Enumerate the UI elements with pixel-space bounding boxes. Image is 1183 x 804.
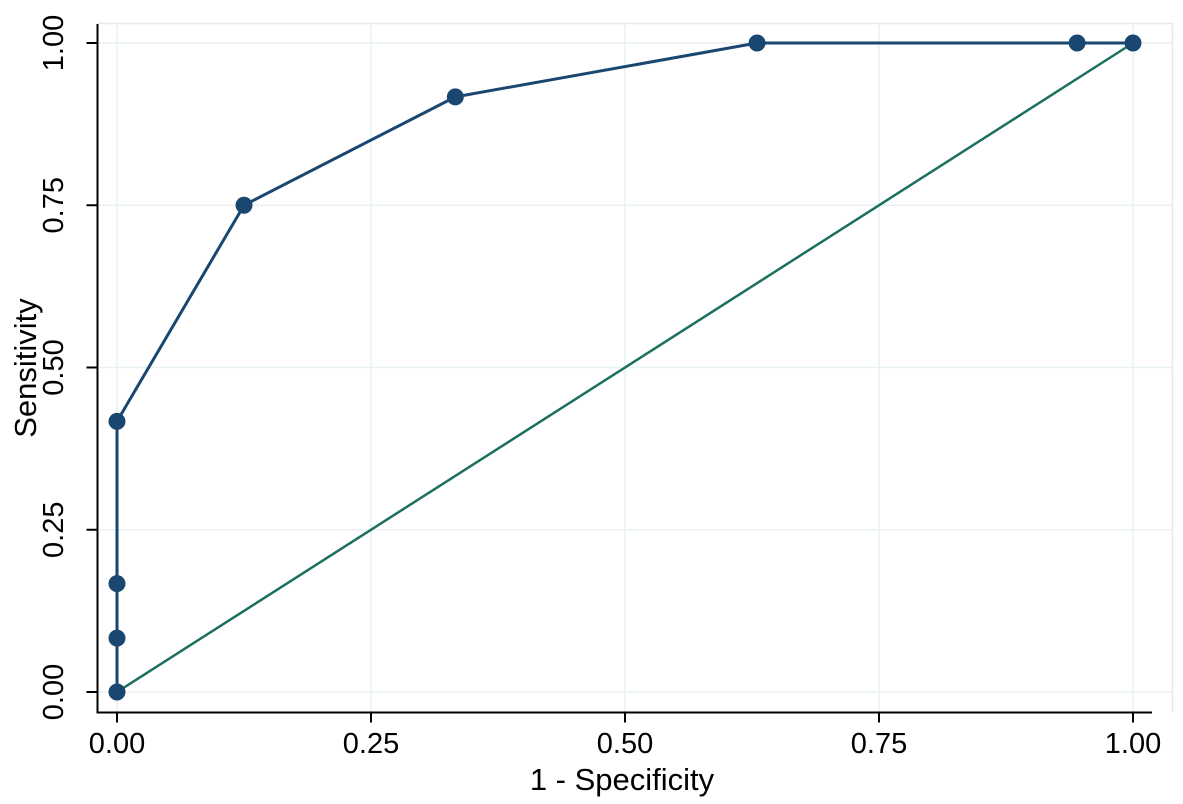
roc-curve-point-marker xyxy=(108,629,126,647)
y-tick-label: 0.25 xyxy=(38,502,70,558)
y-tick-label: 0.00 xyxy=(38,664,70,720)
roc-curve-point-marker xyxy=(1068,34,1086,52)
y-tick-label: 0.75 xyxy=(38,177,70,233)
x-tick-label: 0.25 xyxy=(343,728,399,760)
y-tick-label: 0.50 xyxy=(38,339,70,395)
roc-curve-point-marker xyxy=(235,196,253,214)
x-tick-label: 0.00 xyxy=(89,728,145,760)
roc-curve-point-marker xyxy=(108,575,126,593)
roc-curve-point-marker xyxy=(1124,34,1142,52)
gridline-layer xyxy=(98,23,1173,712)
series-layer xyxy=(108,34,1142,701)
reference-diagonal-line xyxy=(115,41,1135,694)
plot-border-layer xyxy=(97,22,1174,713)
x-tick-label: 1.00 xyxy=(1105,728,1161,760)
x-axis-title: 1 - Specificity xyxy=(530,762,715,797)
roc-curve-point-marker xyxy=(446,88,464,106)
plot-region-border xyxy=(97,22,1174,713)
x-tick-label: 0.75 xyxy=(851,728,907,760)
axes-layer: 0.00 0.25 0.50 0.75 1.00 0.00 0.25 0.50 0.75 1.00 xyxy=(38,15,1161,760)
y-axis-title: Sensitivity xyxy=(8,298,43,438)
x-tick-label: 0.50 xyxy=(597,728,653,760)
roc-curve-point-marker xyxy=(108,683,126,701)
labels-layer: 1 - Specificity Sensitivity xyxy=(8,298,715,797)
roc-curve-point-marker xyxy=(748,34,766,52)
roc-curve-point-marker xyxy=(108,412,126,430)
y-tick-label: 1.00 xyxy=(38,15,70,71)
